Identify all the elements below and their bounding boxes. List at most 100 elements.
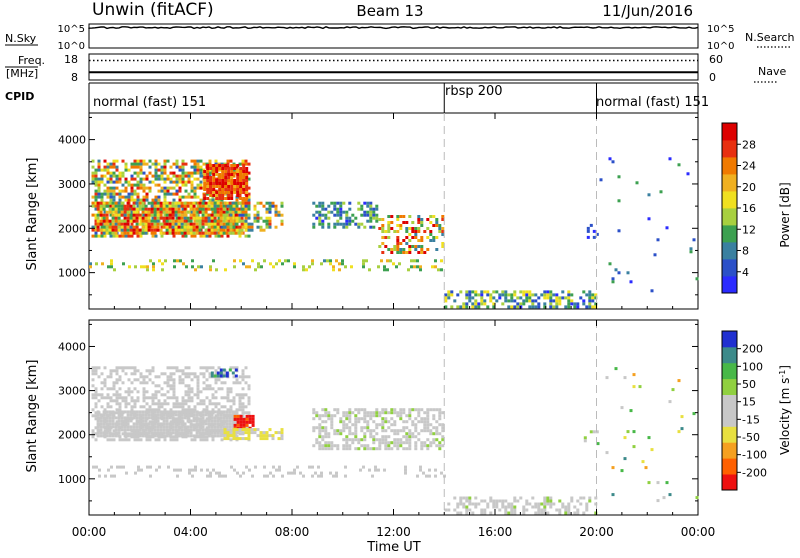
data-cell	[161, 262, 164, 266]
data-cell	[189, 425, 193, 429]
data-cell	[193, 375, 197, 379]
date-title: 11/Jun/2016	[602, 2, 693, 20]
data-cell	[224, 170, 228, 173]
data-cell	[345, 441, 349, 445]
data-cell	[126, 222, 130, 226]
data-cell	[195, 222, 199, 226]
data-cell	[111, 213, 115, 217]
data-cell	[105, 410, 109, 414]
data-cell	[241, 198, 245, 202]
data-cell	[468, 502, 472, 506]
data-cell	[108, 431, 112, 435]
data-cell	[148, 420, 152, 424]
data-cell	[102, 201, 106, 205]
data-cell	[617, 199, 621, 203]
y-tick-label: 3000	[58, 178, 86, 191]
data-cell	[384, 435, 388, 439]
data-cell	[596, 442, 600, 446]
data-cell	[130, 162, 134, 166]
data-cell	[219, 425, 223, 429]
data-cell	[312, 411, 316, 415]
data-cell	[133, 366, 137, 370]
data-cell	[133, 183, 137, 187]
data-cell	[375, 213, 379, 217]
data-cell	[582, 299, 586, 303]
data-cell	[486, 290, 490, 294]
data-cell	[201, 216, 205, 220]
colorbar-segment	[722, 426, 737, 443]
data-cell	[383, 468, 386, 472]
data-cell	[141, 434, 145, 438]
data-cell	[357, 420, 361, 424]
data-cell	[118, 177, 122, 181]
data-cell	[225, 413, 229, 417]
data-cell	[123, 428, 127, 432]
data-cell	[211, 393, 215, 397]
data-cell	[558, 302, 562, 306]
data-cell	[210, 219, 214, 223]
data-cell	[265, 219, 269, 223]
data-cell	[120, 225, 124, 229]
data-cell	[169, 372, 173, 376]
data-cell	[374, 465, 377, 469]
data-cell	[110, 259, 113, 263]
data-cell	[217, 228, 221, 232]
data-cell	[156, 210, 160, 214]
data-cell	[531, 305, 535, 309]
data-cell	[378, 245, 382, 248]
data-cell	[145, 198, 149, 202]
data-cell	[241, 437, 245, 441]
data-cell	[531, 299, 535, 303]
data-cell	[181, 399, 185, 403]
data-cell	[114, 416, 118, 420]
data-cell	[205, 396, 209, 400]
data-cell	[126, 225, 130, 229]
data-cell	[211, 396, 215, 400]
data-cell	[345, 210, 349, 214]
data-cell	[513, 499, 517, 503]
colorbar-tick-label: 28	[742, 138, 756, 151]
data-cell	[262, 228, 266, 232]
data-cell	[163, 192, 167, 196]
data-cell	[232, 381, 236, 385]
colorbar-segment	[722, 331, 737, 348]
data-cell	[192, 201, 196, 205]
data-cell	[226, 437, 230, 441]
data-cell	[163, 162, 167, 166]
data-cell	[168, 431, 172, 435]
data-cell	[441, 435, 445, 439]
data-cell	[242, 164, 246, 167]
data-cell	[219, 228, 223, 232]
data-cell	[117, 228, 121, 232]
data-cell	[142, 162, 146, 166]
data-cell	[150, 201, 154, 205]
data-cell	[130, 432, 134, 436]
data-cell	[695, 277, 699, 281]
data-cell	[110, 465, 113, 469]
data-cell	[187, 372, 191, 376]
data-cell	[251, 420, 255, 424]
data-cell	[97, 189, 101, 193]
data-cell	[330, 201, 334, 205]
data-cell	[156, 207, 160, 211]
data-cell	[97, 186, 101, 190]
data-cell	[611, 280, 615, 284]
data-cell	[136, 183, 140, 187]
data-cell	[522, 508, 526, 512]
data-cell	[97, 399, 101, 403]
data-cell	[199, 198, 203, 202]
data-cell	[423, 420, 427, 424]
data-cell	[474, 496, 478, 500]
data-cell	[411, 227, 415, 230]
data-cell	[205, 435, 209, 439]
data-cell	[471, 502, 475, 506]
data-cell	[108, 210, 112, 214]
data-cell	[177, 422, 181, 426]
data-cell	[132, 219, 136, 223]
data-cell	[165, 416, 169, 420]
data-cell	[218, 474, 221, 478]
data-cell	[242, 179, 246, 182]
data-cell	[208, 198, 212, 202]
data-cell	[103, 384, 107, 388]
data-cell	[169, 378, 173, 382]
